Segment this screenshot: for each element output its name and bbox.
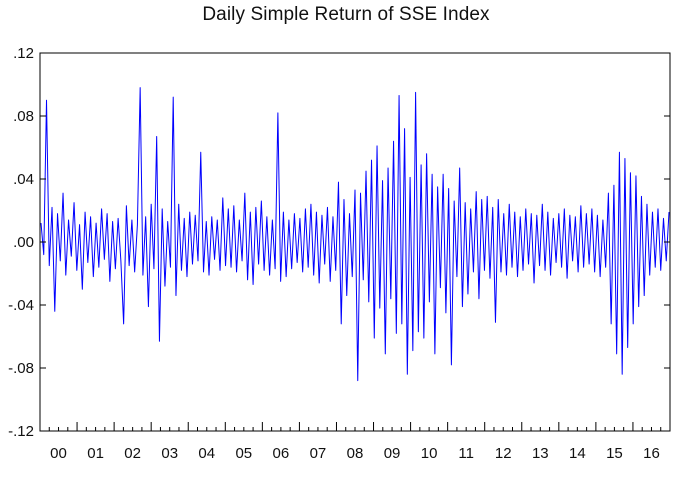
y-tick-label: .12 [13,45,34,62]
axes-layer: .12 .08 .04 .00 -.04 -.08 -.12 00 01 02 03 04 05 06 07… [8,45,671,462]
x-tick-label: 08 [347,445,364,462]
x-tick-label: 11 [458,445,474,462]
x-tick-label: 05 [235,445,252,462]
chart-title: Daily Simple Return of SSE Index [202,4,490,25]
plot-frame [39,52,671,432]
y-tick-label: .00 [13,234,34,251]
x-tick-label: 13 [532,445,549,462]
x-tick-label: 00 [50,445,67,462]
x-tick-label: 06 [273,445,290,462]
x-tick-label: 14 [569,445,586,462]
y-tick-label: -.08 [8,360,34,377]
series-layer [40,87,670,382]
x-tick-label: 12 [495,445,512,462]
x-tick-label: 15 [606,445,623,462]
x-tick-label: 09 [384,445,401,462]
x-tick-label: 04 [198,445,215,462]
x-tick-label: 01 [87,445,104,462]
y-tick-label: .08 [13,108,34,125]
series-line [40,87,670,382]
y-tick-label: -.12 [8,423,34,440]
x-tick-label: 03 [161,445,178,462]
x-tick-label: 07 [310,445,327,462]
x-tick-label: 10 [421,445,438,462]
x-tick-label: 16 [643,445,660,462]
x-tick-label: 02 [124,445,141,462]
y-tick-label: .04 [13,171,34,188]
y-tick-label: -.04 [8,297,34,314]
